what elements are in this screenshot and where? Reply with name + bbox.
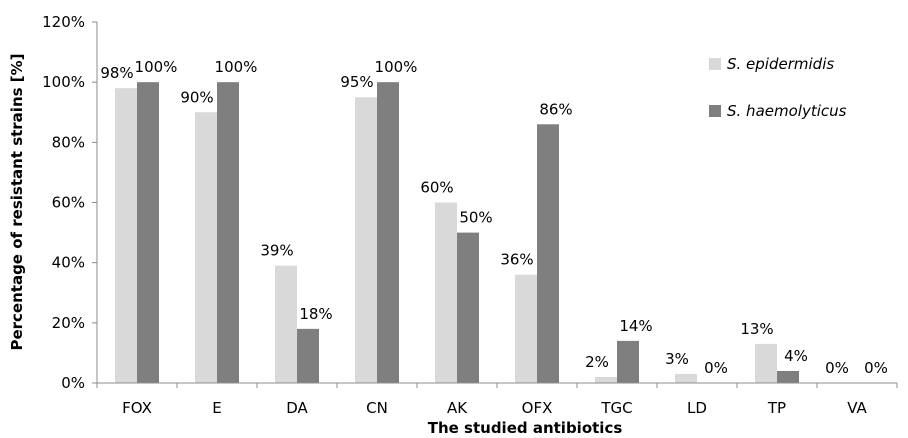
y-tick-label: 60%	[52, 194, 85, 212]
x-tick-label: VA	[847, 399, 867, 417]
data-label: 50%	[459, 209, 492, 227]
bar	[377, 82, 399, 384]
bar	[595, 376, 617, 383]
data-label: 86%	[539, 100, 572, 118]
x-tick-label: DA	[286, 399, 308, 417]
legend: S. epidermidis S. haemolyticus	[709, 55, 847, 120]
x-tick-label: AK	[447, 399, 468, 417]
legend-swatch	[709, 105, 721, 117]
bar	[115, 88, 137, 383]
x-axis-title: The studied antibiotics	[428, 419, 623, 437]
bar	[755, 343, 777, 383]
data-label: 13%	[740, 320, 773, 338]
data-label: 18%	[299, 305, 332, 323]
bar	[435, 202, 457, 383]
bar	[457, 232, 479, 383]
legend-label: S. epidermidis	[727, 55, 834, 73]
bar	[675, 373, 697, 383]
x-tick-label: LD	[687, 399, 707, 417]
x-tick-label: OFX	[522, 399, 553, 417]
bar	[195, 112, 217, 383]
data-label: 0%	[825, 359, 849, 377]
x-tick-label: TGC	[600, 399, 632, 417]
legend-label: S. haemolyticus	[727, 102, 847, 120]
data-label: 14%	[619, 317, 652, 335]
data-label: 98%	[100, 64, 133, 82]
data-label: 36%	[500, 251, 533, 269]
bar	[137, 82, 159, 384]
bar	[617, 340, 639, 383]
x-axis-ticks: FOX E DA CN AK OFX TGC LD TP VA	[122, 399, 867, 417]
data-label: 0%	[704, 359, 728, 377]
bar	[217, 82, 239, 384]
data-label: 60%	[420, 179, 453, 197]
data-label: 39%	[260, 242, 293, 260]
y-tick-label: 120%	[42, 13, 85, 31]
x-tick-label: E	[212, 399, 221, 417]
legend-swatch	[709, 58, 721, 70]
y-tick-label: 40%	[52, 254, 85, 272]
bar	[537, 124, 559, 384]
data-label: 100%	[375, 58, 418, 76]
y-axis-ticks: 0% 20% 40% 60% 80% 100% 120%	[42, 13, 85, 392]
data-label: 100%	[215, 58, 258, 76]
data-label: 0%	[864, 359, 888, 377]
y-tick-label: 0%	[61, 374, 85, 392]
y-tick-label: 100%	[42, 73, 85, 91]
x-tick-label: TP	[767, 399, 786, 417]
y-tick-label: 80%	[52, 133, 85, 151]
y-tick-label: 20%	[52, 314, 85, 332]
x-tick-label: CN	[366, 399, 388, 417]
y-axis-title: Percentage of resistant strains [%]	[8, 53, 26, 350]
bar	[515, 274, 537, 383]
data-label: 4%	[784, 347, 808, 365]
data-label: 100%	[135, 58, 178, 76]
axes	[92, 21, 898, 388]
data-label: 2%	[585, 353, 609, 371]
data-label: 95%	[340, 73, 373, 91]
bar	[777, 370, 799, 383]
bar	[297, 328, 319, 383]
data-labels: 98% 100%90%100%39%18%95%100%60%50%36%86%2…	[100, 58, 888, 377]
data-label: 90%	[180, 88, 213, 106]
x-tick-label: FOX	[122, 399, 152, 417]
bar	[275, 265, 297, 383]
data-label: 3%	[665, 350, 689, 368]
bar	[355, 97, 377, 383]
bars	[115, 82, 799, 384]
